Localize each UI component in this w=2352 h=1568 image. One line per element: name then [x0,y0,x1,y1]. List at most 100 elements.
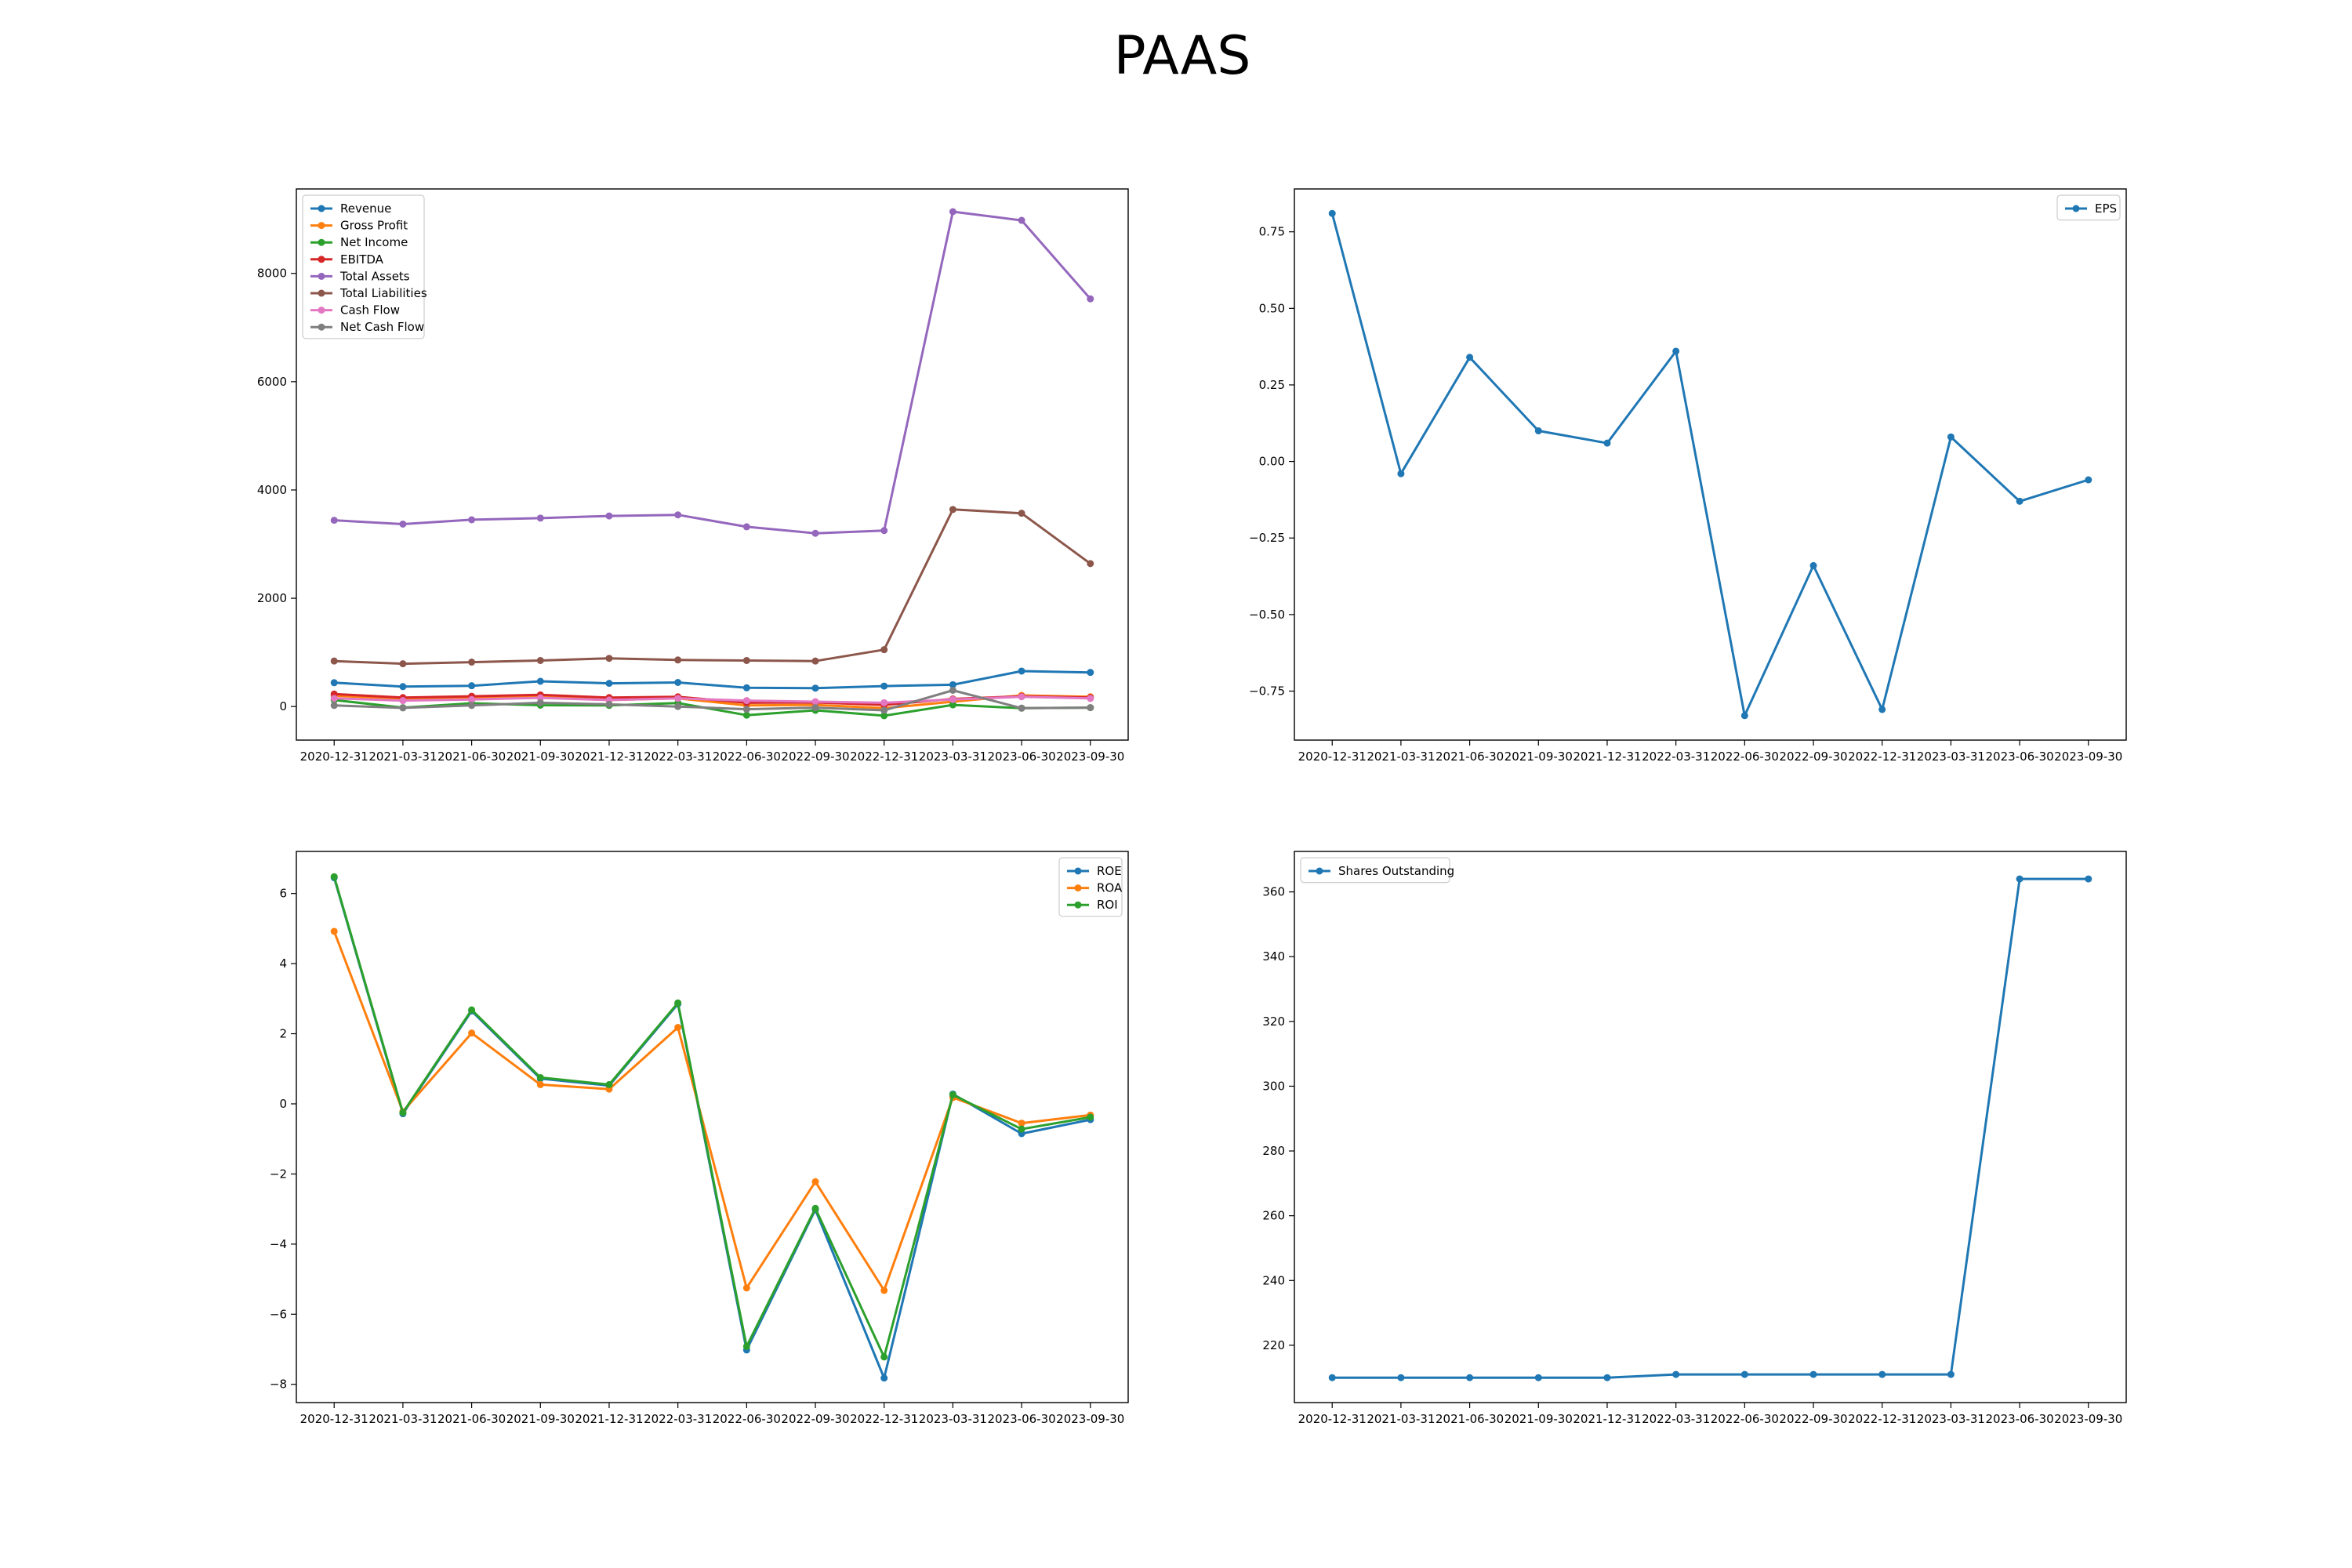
figure-title: PAAS [1114,25,1251,87]
legend: ROE ROA ROI [1058,857,1123,917]
x-tick-label: 2020-12-31 [1298,750,1367,764]
data-point-cash-flow [811,698,819,706]
x-tick-label: 2021-06-30 [437,1412,506,1426]
data-point-net-cash-flow [330,702,338,710]
x-tick-label: 2021-09-30 [506,750,575,764]
data-point-total-liabilities [605,655,613,662]
x-tick-label: 2022-06-30 [1711,1412,1779,1426]
y-tick-label: −8 [270,1377,287,1392]
data-point-net-cash-flow [742,706,750,713]
legend-marker [318,256,325,263]
data-point-total-liabilities [1018,510,1025,517]
x-tick-label: 2023-06-30 [1985,1412,2053,1426]
data-point-total-assets [1087,295,1094,303]
legend-label-shares-outstanding: Shares Outstanding [1338,864,1454,878]
series-line-shares-outstanding [1332,877,2089,1379]
series-line-cash-flow [334,695,1091,704]
y-tick-label: 0.25 [1259,378,1285,392]
data-point-net-income [742,711,750,719]
data-point-cash-flow [742,697,750,705]
y-tick-label: 4 [279,956,287,971]
data-point-cash-flow [949,695,956,703]
x-tick-label: 2020-12-31 [300,1412,368,1426]
data-point-total-liabilities [536,656,544,664]
legend-label-roi: ROI [1097,898,1118,912]
x-tick-label: 2023-06-30 [987,750,1055,764]
data-point-revenue [880,682,888,690]
x-tick-label: 2021-03-31 [1367,750,1435,764]
x-tick-label: 2023-06-30 [1985,750,2053,764]
x-tick-label: 2021-12-31 [575,750,643,764]
data-point-roa [811,1178,819,1185]
y-tick-label: 2000 [257,591,287,605]
y-tick-label: 2 [279,1027,287,1041]
data-point-revenue [1018,667,1025,675]
legend: Shares Outstanding [1300,857,1454,884]
series-line-net-cash-flow [334,689,1091,712]
y-tick-label: −2 [270,1167,287,1181]
x-tick-label: 2023-03-31 [1917,750,1985,764]
legend-marker [1316,867,1323,875]
x-tick-label: 2021-06-30 [1436,1412,1504,1426]
data-point-eps [1534,427,1542,435]
y-tick-label: 0 [279,699,287,713]
data-point-roa [742,1284,750,1292]
x-tick-label: 2023-09-30 [2054,1412,2122,1426]
data-point-total-liabilities [742,656,750,664]
legend-label-total-assets: Total Assets [339,269,410,283]
y-tick-label: 0 [279,1097,287,1111]
data-point-total-liabilities [949,506,956,514]
data-point-roi [1087,1113,1094,1121]
x-tick-label: 2022-03-31 [644,750,712,764]
data-point-cash-flow [330,695,338,702]
x-tick-label: 2021-09-30 [1504,750,1573,764]
data-point-roi [605,1080,613,1088]
data-point-eps [1947,433,1955,441]
data-point-net-cash-flow [1087,704,1094,712]
plot-area [296,188,1129,741]
series-line-roi [332,876,1091,1359]
data-point-cash-flow [399,697,407,705]
data-point-total-liabilities [811,657,819,665]
x-tick-label: 2023-03-31 [1917,1412,1985,1426]
legend: EPS [2056,194,2121,221]
x-tick-label: 2022-12-31 [850,750,918,764]
data-point-revenue [674,678,682,686]
y-tick-label: −6 [270,1307,287,1321]
plot-area [296,851,1129,1403]
plot-area [1294,188,2127,741]
y-tick-label: 320 [1262,1014,1285,1029]
legend-marker [318,222,325,230]
data-point-total-assets [605,512,613,520]
legend-label-net-cash-flow: Net Cash Flow [340,320,424,334]
data-point-roi [468,1006,476,1014]
x-tick-label: 2022-12-31 [1848,1412,1916,1426]
y-tick-label: −4 [270,1237,287,1251]
data-point-roa [468,1029,476,1037]
y-tick-label: 260 [1262,1209,1285,1223]
x-tick-label: 2022-03-31 [1642,750,1710,764]
data-point-total-assets [1018,216,1025,224]
data-point-net-cash-flow [399,704,407,712]
data-point-net-cash-flow [605,700,613,708]
data-point-revenue [742,684,750,691]
x-tick-label: 2022-03-31 [1642,1412,1710,1426]
data-point-roi [536,1073,544,1081]
x-tick-label: 2021-12-31 [575,1412,643,1426]
y-tick-label: 0.50 [1259,301,1285,315]
data-point-eps [1603,439,1611,447]
legend-label-eps: EPS [2095,201,2117,216]
data-point-revenue [468,682,476,690]
data-point-eps [1672,347,1680,355]
data-point-revenue [949,681,956,688]
y-tick-label: 240 [1262,1273,1285,1287]
y-tick-label: −0.75 [1249,684,1285,699]
data-point-total-assets [949,208,956,216]
y-tick-label: −0.50 [1249,608,1285,622]
data-point-cash-flow [674,695,682,702]
data-point-shares-outstanding [1672,1370,1680,1378]
data-point-total-assets [330,517,338,524]
data-point-revenue [399,683,407,691]
data-point-total-liabilities [468,659,476,666]
